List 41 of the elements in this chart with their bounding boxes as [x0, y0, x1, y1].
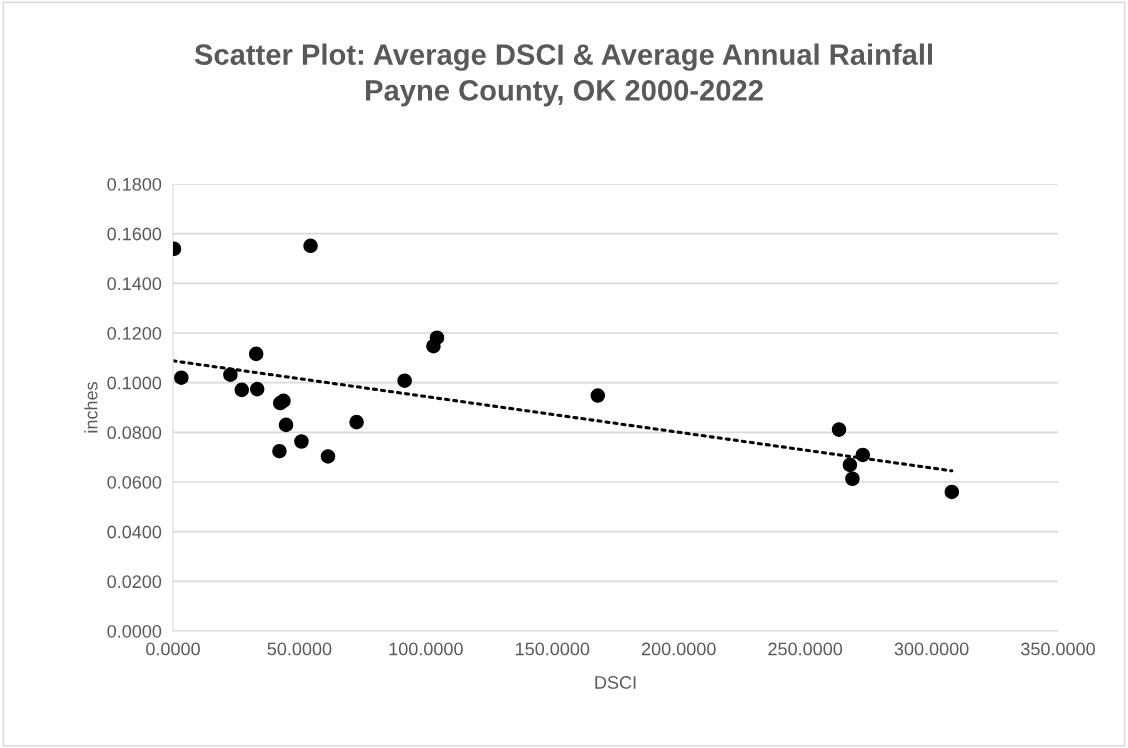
point: [349, 414, 364, 430]
point: [429, 330, 445, 346]
y-tick-label: 0.0000: [107, 624, 162, 638]
y-tick-label: 0.1000: [107, 376, 162, 390]
point: [248, 346, 264, 362]
x-tick-label: 250.0000: [768, 642, 843, 656]
point: [249, 381, 265, 397]
point: [842, 457, 858, 473]
point: [278, 417, 294, 433]
point: [590, 388, 606, 403]
point: [272, 443, 287, 459]
x-tick-label: 300.0000: [894, 642, 969, 656]
point: [855, 447, 871, 463]
x-tick-label: 50.0000: [267, 642, 332, 656]
point: [845, 471, 860, 487]
point: [320, 449, 336, 464]
y-tick-label: 0.0200: [107, 575, 162, 589]
y-tick-label: 0.1200: [107, 326, 162, 340]
y-axis-title: inches: [84, 382, 98, 433]
point: [234, 382, 250, 398]
point: [303, 238, 318, 254]
point: [397, 373, 412, 388]
point: [276, 393, 291, 409]
chart-title: Scatter Plot: Average DSCI & Average Annual Rainfall Payne County, OK 2000-2022: [194, 43, 933, 107]
y-tick-label: 0.1600: [107, 227, 162, 241]
point: [223, 367, 238, 383]
y-tick-label: 0.0600: [107, 475, 162, 489]
point: [294, 434, 309, 449]
y-tick-label: 0.1400: [107, 277, 162, 291]
point: [944, 484, 960, 500]
y-tick-label: 0.0800: [107, 426, 162, 440]
x-tick-label: 0.0000: [146, 642, 200, 656]
x-tick-label: 200.0000: [641, 642, 716, 656]
x-tick-label: 350.0000: [1021, 642, 1095, 656]
x-axis-title: DSCI: [595, 676, 636, 689]
y-tick-label: 0.1800: [107, 177, 162, 191]
x-tick-label: 150.0000: [516, 642, 590, 656]
point: [174, 370, 189, 385]
y-tick-label: 0.0400: [107, 525, 162, 539]
point: [831, 422, 847, 437]
x-tick-label: 100.0000: [389, 642, 463, 656]
